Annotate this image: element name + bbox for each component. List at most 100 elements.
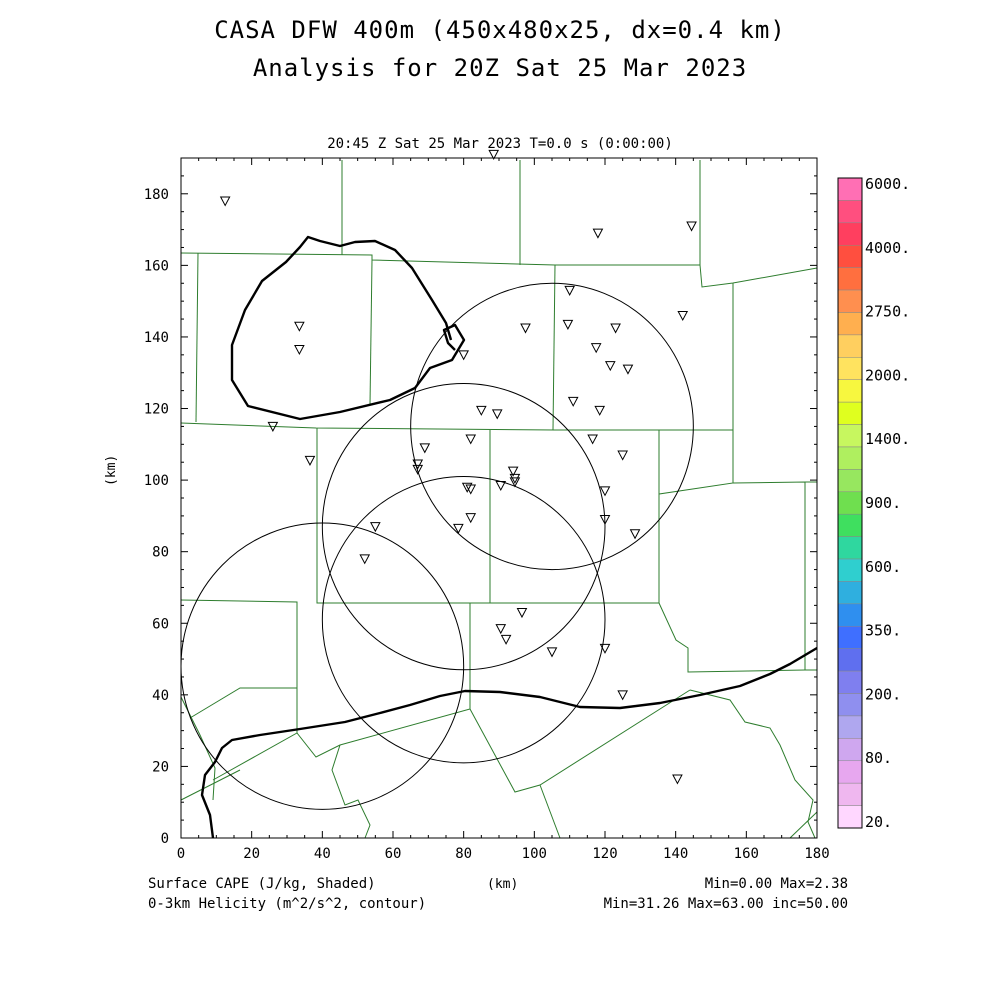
- y-tick-label: 60: [152, 616, 169, 632]
- colorbar-swatch: [837, 738, 863, 762]
- colorbar-swatch: [837, 200, 863, 224]
- station-marker: [419, 443, 431, 454]
- station-marker: [488, 149, 500, 160]
- colorbar-swatch: [837, 491, 863, 515]
- radar-circle-3: [180, 522, 465, 810]
- station-marker: [686, 221, 697, 232]
- station-marker: [599, 486, 611, 497]
- colorbar-swatch: [837, 267, 863, 291]
- station-marker: [461, 482, 473, 493]
- colorbar-swatch: [837, 513, 863, 537]
- y-tick-label: 120: [144, 402, 169, 418]
- colorbar-swatch: [837, 558, 863, 582]
- x-tick-label: 60: [385, 846, 402, 862]
- station-marker: [617, 450, 628, 461]
- colorbar-swatch: [837, 536, 863, 560]
- x-tick-label: 80: [455, 846, 472, 862]
- station-marker: [491, 409, 503, 420]
- colorbar-swatch: [837, 626, 863, 649]
- station-markers: [219, 149, 697, 785]
- colorbar-swatch: [837, 446, 863, 470]
- radar-circle-4: [321, 476, 606, 764]
- colorbar-swatch: [837, 312, 863, 336]
- colorbar-label: 2000.: [865, 366, 910, 384]
- station-marker: [564, 285, 575, 296]
- cape-colorbar: 6000. 4000. 2750. 2000. 1400. 900. 600. 350. 200…: [837, 175, 910, 831]
- y-tick-label: 100: [144, 473, 169, 489]
- station-marker: [516, 608, 528, 619]
- colorbar-swatch: [837, 693, 863, 717]
- colorbar-label: 350.: [865, 622, 901, 640]
- chart-title-line2: Analysis for 20Z Sat 25 Mar 2023: [252, 54, 748, 82]
- station-marker: [500, 634, 512, 645]
- station-marker: [599, 643, 611, 654]
- station-marker: [294, 344, 305, 356]
- colorbar-swatch: [837, 289, 863, 313]
- footer-cape-minmax: Min=0.00 Max=2.38: [704, 876, 848, 892]
- colorbar-swatch: [837, 379, 863, 403]
- station-marker: [617, 690, 628, 701]
- x-tick-label: 40: [314, 846, 331, 862]
- station-marker: [507, 466, 519, 477]
- station-marker: [453, 523, 464, 534]
- radar-circle-1: [410, 282, 694, 571]
- plot-frame: [180, 157, 818, 839]
- station-marker: [465, 484, 477, 495]
- station-marker: [370, 522, 381, 533]
- station-marker: [465, 513, 477, 524]
- station-marker: [267, 421, 279, 432]
- colorbar-swatch: [837, 805, 863, 829]
- station-marker: [304, 455, 316, 466]
- footer-helicity-minmax: Min=31.26 Max=63.00 inc=50.00: [603, 896, 848, 912]
- station-marker: [592, 228, 604, 239]
- station-marker: [219, 196, 231, 207]
- colorbar-swatch: [837, 648, 863, 672]
- station-marker: [672, 774, 683, 785]
- colorbar-swatch: [837, 222, 863, 246]
- colorbar-swatch: [837, 424, 863, 448]
- station-marker: [567, 396, 579, 407]
- station-marker: [546, 647, 558, 658]
- y-tick-label: 160: [144, 258, 169, 274]
- radar-range-circles: [180, 282, 694, 810]
- footer-helicity-label: 0-3km Helicity (m^2/s^2, contour): [148, 896, 427, 912]
- radar-circle-2: [321, 382, 606, 671]
- y-tick-label: 180: [144, 187, 169, 203]
- y-tick-label: 80: [152, 545, 169, 561]
- station-marker: [509, 477, 521, 488]
- station-marker: [495, 624, 507, 635]
- station-marker: [629, 529, 641, 540]
- colorbar-swatch: [837, 670, 863, 694]
- station-marker: [594, 405, 606, 416]
- station-marker: [610, 323, 621, 334]
- colorbar-label: 1400.: [865, 430, 910, 448]
- station-marker: [562, 319, 574, 330]
- colorbar-swatch: [837, 244, 863, 268]
- colorbar-swatch: [837, 177, 863, 201]
- colorbar-swatch: [837, 715, 863, 739]
- station-marker: [495, 480, 507, 492]
- x-tick-label: 140: [663, 846, 688, 862]
- station-marker: [359, 554, 371, 565]
- colorbar-label: 20.: [865, 813, 892, 831]
- station-marker: [465, 434, 477, 445]
- y-tick-label: 40: [152, 688, 169, 704]
- x-tick-label: 120: [592, 846, 617, 862]
- chart-title-line1: CASA DFW 400m (450x480x25, dx=0.4 km): [214, 16, 786, 44]
- station-marker: [412, 459, 424, 470]
- colorbar-label: 80.: [865, 749, 892, 767]
- colorbar-swatch: [837, 760, 863, 784]
- x-tick-label: 100: [522, 846, 547, 862]
- helicity-contours: [200, 235, 818, 839]
- colorbar-label: 200.: [865, 685, 901, 703]
- station-marker: [677, 310, 689, 322]
- colorbar-swatch: [837, 603, 863, 627]
- x-tick-label: 0: [177, 846, 185, 862]
- colorbar-label: 600.: [865, 558, 901, 576]
- colorbar-swatch: [837, 334, 863, 358]
- colorbar-label: 6000.: [865, 175, 910, 193]
- station-marker: [458, 350, 469, 361]
- colorbar-swatch: [837, 469, 863, 493]
- x-tick-label: 160: [734, 846, 759, 862]
- time-label: 20:45 Z Sat 25 Mar 2023 T=0.0 s (0:00:00…: [327, 136, 673, 152]
